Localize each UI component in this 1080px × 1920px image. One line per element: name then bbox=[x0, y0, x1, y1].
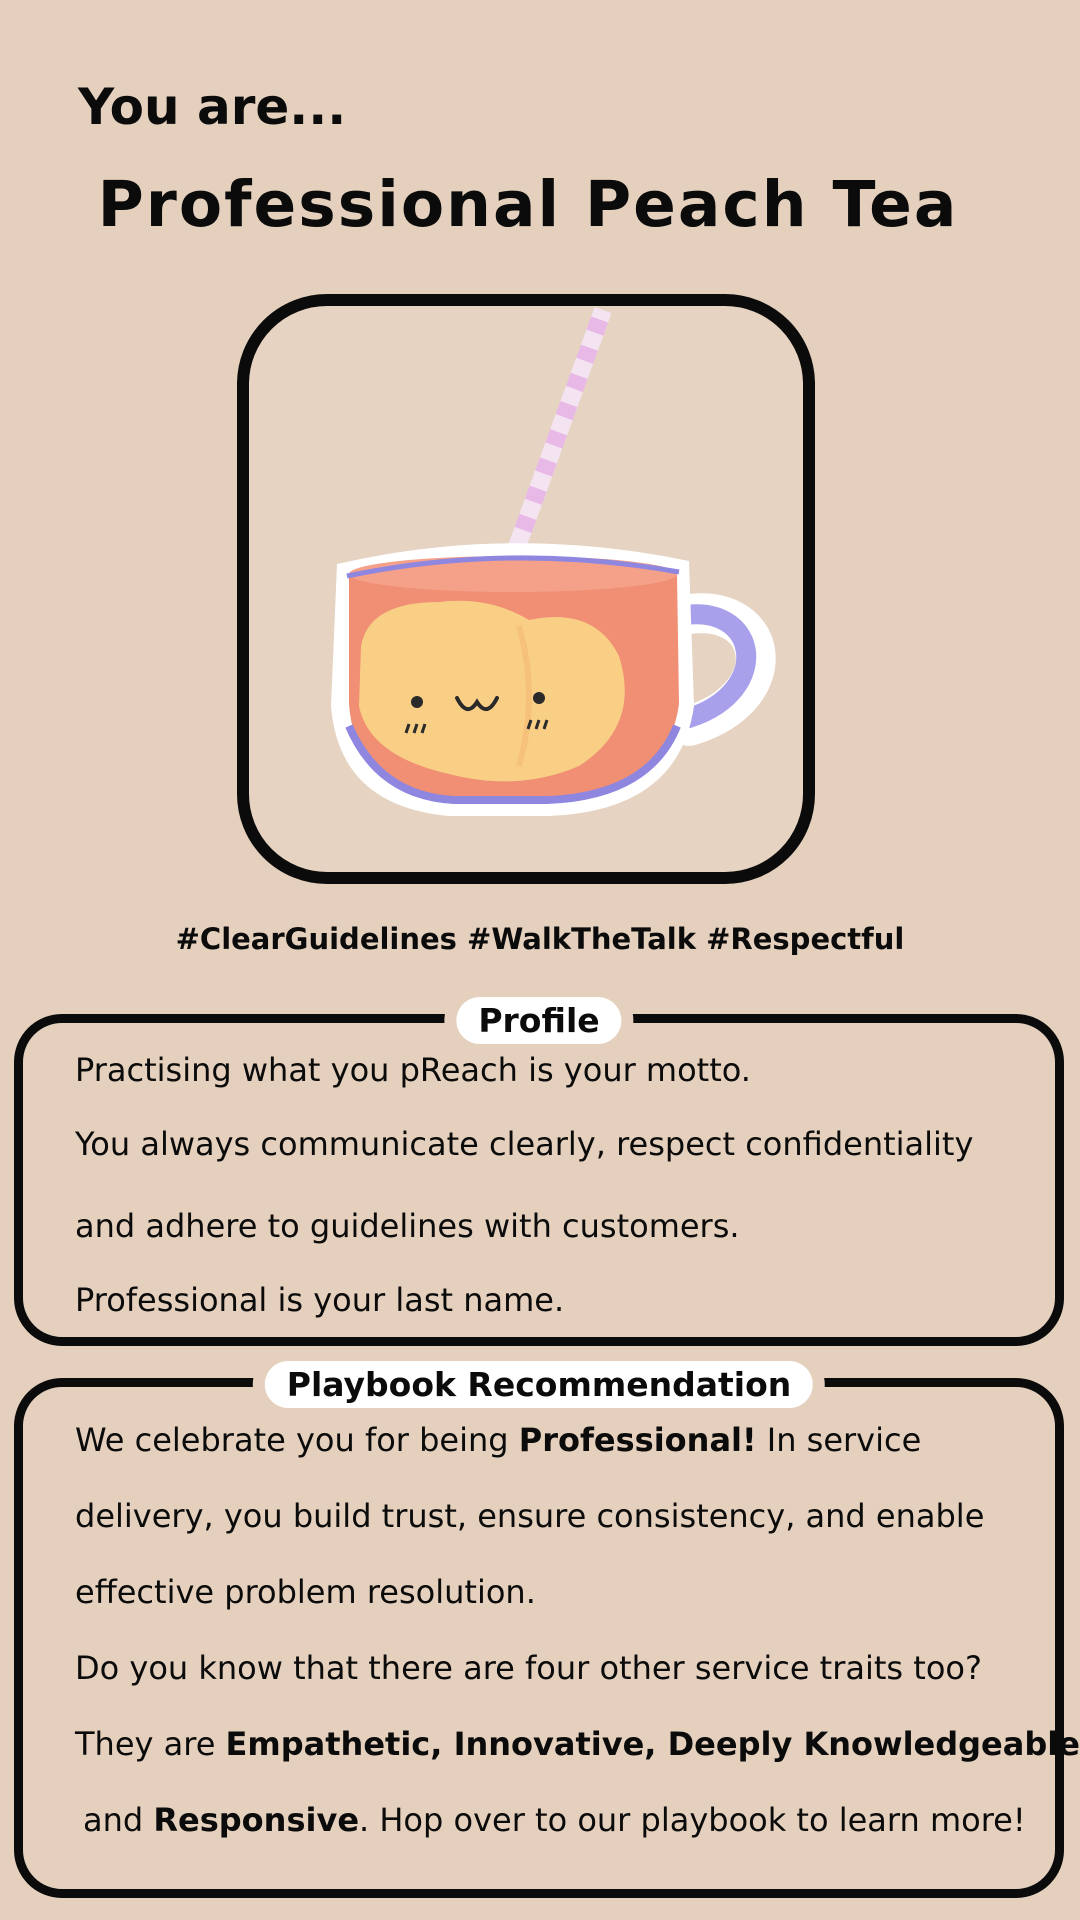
playbook-line: They are Empathetic, Innovative, Deeply … bbox=[75, 1725, 1080, 1763]
playbook-line: Do you know that there are four other se… bbox=[75, 1649, 982, 1687]
playbook-card: Playbook Recommendation We celebrate you… bbox=[14, 1361, 1080, 1898]
profile-line: and adhere to guidelines with customers. bbox=[75, 1207, 740, 1245]
illustration-frame bbox=[237, 294, 815, 884]
profile-line: You always communicate clearly, respect … bbox=[75, 1125, 974, 1163]
profile-label: Profile bbox=[456, 997, 622, 1044]
playbook-emphasis: Responsive bbox=[153, 1801, 360, 1839]
playbook-line: effective problem resolution. bbox=[75, 1573, 536, 1611]
playbook-line: delivery, you build trust, ensure consis… bbox=[75, 1497, 985, 1535]
result-title: Professional Peach Tea bbox=[97, 168, 959, 241]
intro-text: You are... bbox=[78, 78, 347, 136]
playbook-text: In service bbox=[756, 1421, 922, 1459]
playbook-label: Playbook Recommendation bbox=[264, 1361, 814, 1408]
playbook-emphasis: Empathetic, Innovative, Deeply Knowledge… bbox=[225, 1725, 1080, 1763]
playbook-emphasis: Professional! bbox=[518, 1421, 757, 1459]
playbook-text: They are bbox=[75, 1725, 226, 1763]
playbook-line: We celebrate you for being Professional!… bbox=[75, 1421, 921, 1459]
playbook-line: and Responsive. Hop over to our playbook… bbox=[83, 1801, 1026, 1839]
profile-card: Profile Practising what you pReach is yo… bbox=[14, 997, 1064, 1346]
peach-tea-cup-illustration bbox=[331, 306, 776, 816]
profile-line: Practising what you pReach is your motto… bbox=[75, 1051, 751, 1089]
profile-line: Professional is your last name. bbox=[75, 1281, 565, 1319]
playbook-text: . Hop over to our playbook to learn more… bbox=[359, 1801, 1026, 1839]
playbook-text: We celebrate you for being bbox=[75, 1421, 519, 1459]
playbook-text: and bbox=[83, 1801, 154, 1839]
hashtags: #ClearGuidelines #WalkTheTalk #Respectfu… bbox=[175, 922, 905, 956]
